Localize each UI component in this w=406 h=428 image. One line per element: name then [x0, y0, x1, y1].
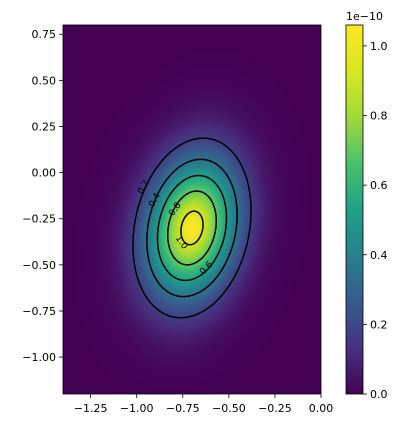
y-tick-label: 0.25 — [32, 120, 57, 133]
x-tick-label: −1.00 — [120, 402, 154, 415]
colorbar-tick-label: 0.0 — [370, 388, 388, 401]
x-axis: −1.25 −1.00 −0.75 −0.50 −0.25 0.00 — [74, 394, 333, 415]
colorbar-tick-label: 1.0 — [370, 40, 388, 53]
x-tick-label: −0.75 — [166, 402, 200, 415]
heatmap-image — [63, 25, 321, 394]
colorbar-offset-text: 1e−10 — [346, 10, 383, 23]
y-tick-label: −0.50 — [22, 259, 56, 272]
colorbar-ticks: 0.0 0.2 0.4 0.6 0.8 1.0 — [363, 40, 388, 401]
x-tick-label: −0.50 — [212, 402, 246, 415]
x-tick-label: 0.00 — [309, 402, 334, 415]
colorbar: 0.0 0.2 0.4 0.6 0.8 1.0 1e−10 — [345, 10, 388, 401]
y-axis: 0.75 0.50 0.25 0.00 −0.25 −0.50 −0.75 −1.00 — [22, 28, 63, 364]
y-tick-label: 0.75 — [32, 28, 57, 41]
contour-line — [180, 210, 204, 246]
x-tick-label: −1.25 — [74, 402, 108, 415]
colorbar-tick-label: 0.2 — [370, 318, 388, 331]
contour-line — [156, 174, 228, 282]
x-tick-label: −0.25 — [258, 402, 292, 415]
contour-line — [166, 190, 218, 266]
colorbar-tick-label: 0.8 — [370, 110, 388, 123]
contour-line — [132, 137, 252, 319]
contour-line — [146, 158, 238, 298]
colorbar-gradient — [345, 24, 364, 395]
plot-area: 0.20.40.81.00.6 — [62, 24, 322, 395]
contour-lines — [132, 137, 252, 319]
plot-frame — [62, 24, 322, 395]
colorbar-tick-label: 0.4 — [370, 249, 388, 262]
y-tick-label: −1.00 — [22, 351, 56, 364]
y-tick-label: −0.75 — [22, 305, 56, 318]
y-tick-label: −0.25 — [22, 213, 56, 226]
y-tick-label: 0.00 — [32, 167, 57, 180]
colorbar-tick-label: 0.6 — [370, 179, 388, 192]
y-tick-label: 0.50 — [32, 74, 57, 87]
